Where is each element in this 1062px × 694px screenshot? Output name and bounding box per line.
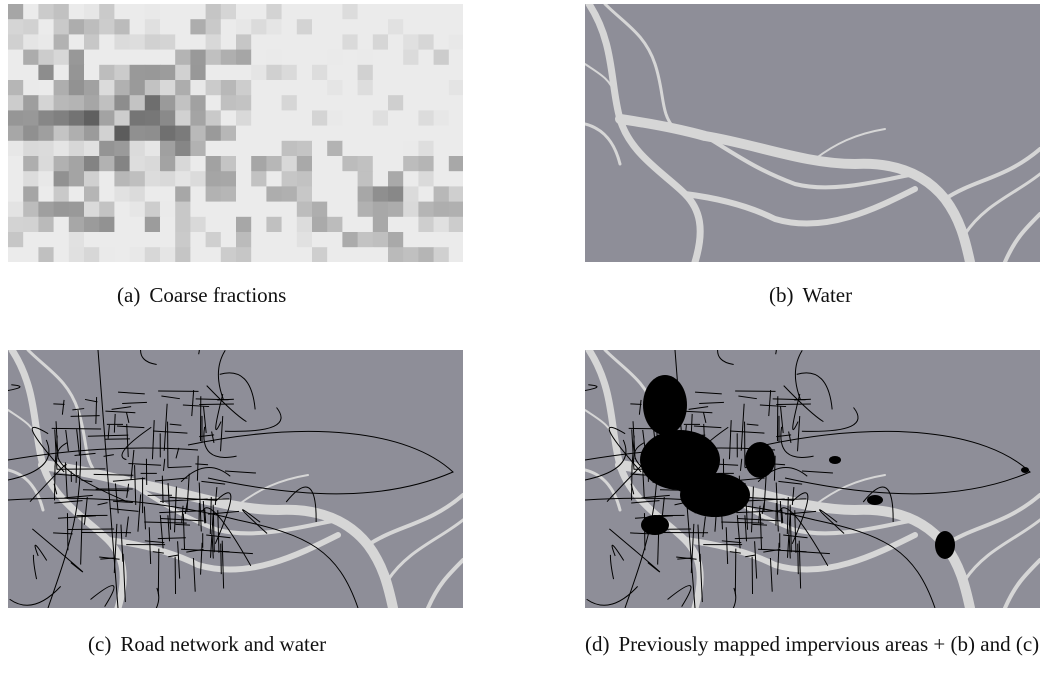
caption: (b) Water xyxy=(769,280,852,311)
caption: (d) Previously mapped impervious areas + … xyxy=(585,629,1060,660)
panel-c-image xyxy=(0,305,463,644)
panel-label: (c) xyxy=(88,632,111,656)
panel-label: (d) xyxy=(585,632,610,656)
panel-b-image xyxy=(585,4,1040,262)
panel-label: (b) xyxy=(769,283,794,307)
panel-a-image xyxy=(8,4,465,263)
figure-art xyxy=(0,0,1062,694)
caption: (c) Road network and water xyxy=(88,629,326,660)
caption-text: Water xyxy=(803,283,853,307)
caption: (a) Coarse fractions xyxy=(117,280,286,311)
panel-d-image xyxy=(547,305,1040,644)
panel-label: (a) xyxy=(117,283,140,307)
caption-text: Coarse fractions xyxy=(149,283,286,307)
caption-text: Previously mapped impervious areas + (b)… xyxy=(619,632,1040,656)
caption-text: Road network and water xyxy=(120,632,326,656)
figure: (a) Coarse fractions (b) Water (c) Road net… xyxy=(0,0,1062,694)
